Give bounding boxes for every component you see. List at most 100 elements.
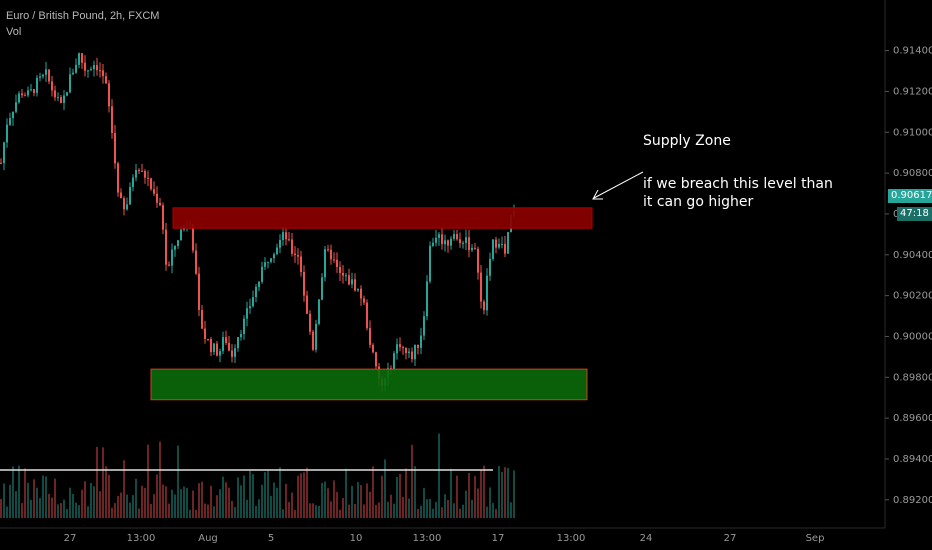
volume-bar (123, 460, 125, 518)
candle (9, 112, 11, 127)
candle (123, 196, 125, 216)
candle (81, 53, 83, 69)
candle (129, 182, 131, 206)
volume-bar (390, 494, 392, 518)
volume-bar (24, 468, 26, 518)
price-axis[interactable]: 0.914000.912000.910000.908000.906000.904… (885, 46, 932, 506)
candle (306, 290, 308, 315)
volume-bar (51, 497, 53, 518)
volume-bar (210, 486, 212, 518)
volume-bar (96, 446, 98, 518)
volume-bar (504, 467, 506, 518)
volume-bar (147, 444, 149, 518)
symbol-title[interactable]: Euro / British Pound, 2h, FXCM (6, 10, 160, 22)
candle (24, 92, 26, 97)
volume-bar (309, 503, 311, 518)
candle (477, 246, 479, 280)
price-axis-label: 0.90800 (893, 168, 932, 179)
candle (429, 241, 431, 284)
volume-bar (408, 498, 410, 518)
candle (60, 94, 62, 104)
candle (96, 57, 98, 76)
candle (0, 158, 2, 164)
candle (30, 83, 32, 92)
volume-bar (414, 466, 416, 518)
volume-bar (168, 503, 170, 518)
candle (240, 330, 242, 341)
volume-bar (99, 491, 101, 518)
volume-bar (342, 498, 344, 518)
supply-zone-title: Supply Zone (643, 133, 731, 149)
candle (102, 63, 104, 84)
volume-bar (141, 485, 143, 518)
volume-indicator-label[interactable]: Vol (6, 26, 22, 38)
volume-bar (345, 468, 347, 518)
volume-bar (366, 483, 368, 518)
candle (138, 168, 140, 175)
volume-bar (108, 474, 110, 518)
volume-bar (165, 486, 167, 518)
volume-bar (318, 505, 320, 518)
volume-bar (234, 506, 236, 518)
candle (147, 170, 149, 187)
candle (417, 344, 419, 355)
volume-bar (477, 488, 479, 518)
candle (216, 340, 218, 357)
volume-bar (177, 445, 179, 518)
volume-bar (9, 484, 11, 518)
candle (345, 273, 347, 281)
volume-bar (105, 466, 107, 518)
supply-zone-box[interactable] (172, 207, 593, 229)
volume-bar (369, 491, 371, 518)
price-axis-label: 0.89400 (893, 454, 932, 465)
candle (330, 244, 332, 265)
time-axis-label: 13:00 (127, 533, 156, 544)
volume-bar (180, 489, 182, 518)
candle (300, 250, 302, 277)
candle (210, 336, 212, 357)
volume-bar (453, 503, 455, 518)
candle (369, 320, 371, 348)
volume-bar (90, 482, 92, 518)
candle (234, 344, 236, 364)
candle (465, 229, 467, 251)
candle (504, 235, 506, 258)
candle (468, 229, 470, 258)
candle (333, 252, 335, 263)
volume-bars (0, 433, 515, 518)
volume-bar (57, 504, 59, 518)
demand-zone-box[interactable] (150, 368, 588, 401)
candle (348, 268, 350, 286)
volume-bar (228, 487, 230, 518)
candle (222, 331, 224, 355)
volume-bar (201, 481, 203, 518)
time-axis[interactable]: 27 13:00 Aug 5 10 13:00 17 13:00 24 27 Sep (64, 533, 825, 544)
volume-bar (117, 495, 119, 518)
candle (228, 335, 230, 352)
candle (402, 345, 404, 355)
candle (372, 343, 374, 354)
volume-bar (483, 465, 485, 518)
volume-bar (420, 505, 422, 518)
volume-bar (282, 509, 284, 518)
candle (87, 69, 89, 78)
candle (177, 239, 179, 249)
candle (15, 94, 17, 114)
volume-bar (381, 475, 383, 518)
volume-bar (198, 483, 200, 518)
volume-bar (276, 487, 278, 518)
volume-bar (102, 447, 104, 518)
candle (219, 348, 221, 363)
annotation-arrow[interactable] (592, 171, 644, 200)
candle (276, 243, 278, 256)
volume-bar (333, 480, 335, 518)
volume-bar (87, 506, 89, 518)
volume-bar (72, 493, 74, 518)
time-axis-label: Aug (198, 533, 218, 544)
price-axis-label: 0.90200 (893, 291, 932, 302)
volume-bar (189, 509, 191, 518)
volume-bar (507, 467, 509, 518)
volume-bar (360, 485, 362, 518)
candle (48, 69, 50, 85)
